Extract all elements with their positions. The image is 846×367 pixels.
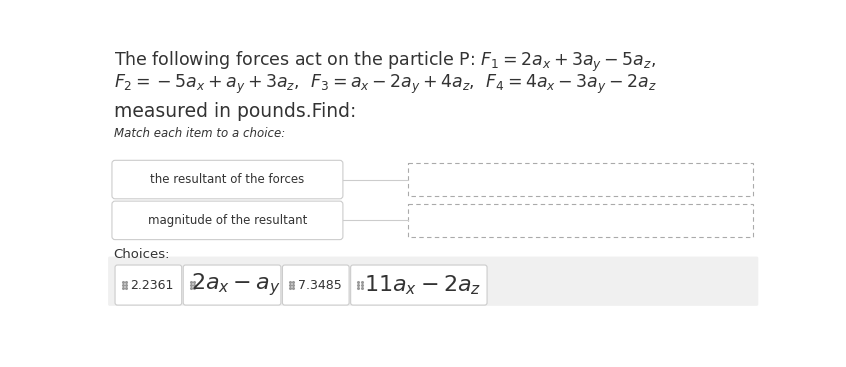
FancyBboxPatch shape xyxy=(408,204,753,237)
FancyBboxPatch shape xyxy=(283,265,349,305)
FancyBboxPatch shape xyxy=(112,201,343,240)
Text: magnitude of the resultant: magnitude of the resultant xyxy=(148,214,307,227)
Text: measured in pounds.Find:: measured in pounds.Find: xyxy=(113,102,356,121)
FancyBboxPatch shape xyxy=(408,163,753,196)
Text: 7.3485: 7.3485 xyxy=(298,279,342,291)
FancyBboxPatch shape xyxy=(115,265,182,305)
FancyBboxPatch shape xyxy=(108,257,758,306)
FancyBboxPatch shape xyxy=(350,265,487,305)
Text: The following forces act on the particle P: $F_1 = 2a_x + 3a_y - 5a_z$,: The following forces act on the particle… xyxy=(113,50,656,75)
Text: $F_2 = -5a_x + a_y + 3a_z$,  $F_3 = a_x - 2a_y + 4a_z$,  $F_4 = 4a_x - 3a_y - 2a: $F_2 = -5a_x + a_y + 3a_z$, $F_3 = a_x -… xyxy=(113,73,656,97)
Text: Choices:: Choices: xyxy=(113,248,170,261)
Text: $2a_x - a_y$: $2a_x - a_y$ xyxy=(191,272,281,298)
Text: the resultant of the forces: the resultant of the forces xyxy=(151,173,305,186)
Text: Match each item to a choice:: Match each item to a choice: xyxy=(113,127,285,140)
FancyBboxPatch shape xyxy=(184,265,281,305)
FancyBboxPatch shape xyxy=(112,160,343,199)
Text: $11a_x - 2a_z$: $11a_x - 2a_z$ xyxy=(364,273,481,297)
Text: 2.2361: 2.2361 xyxy=(130,279,174,291)
